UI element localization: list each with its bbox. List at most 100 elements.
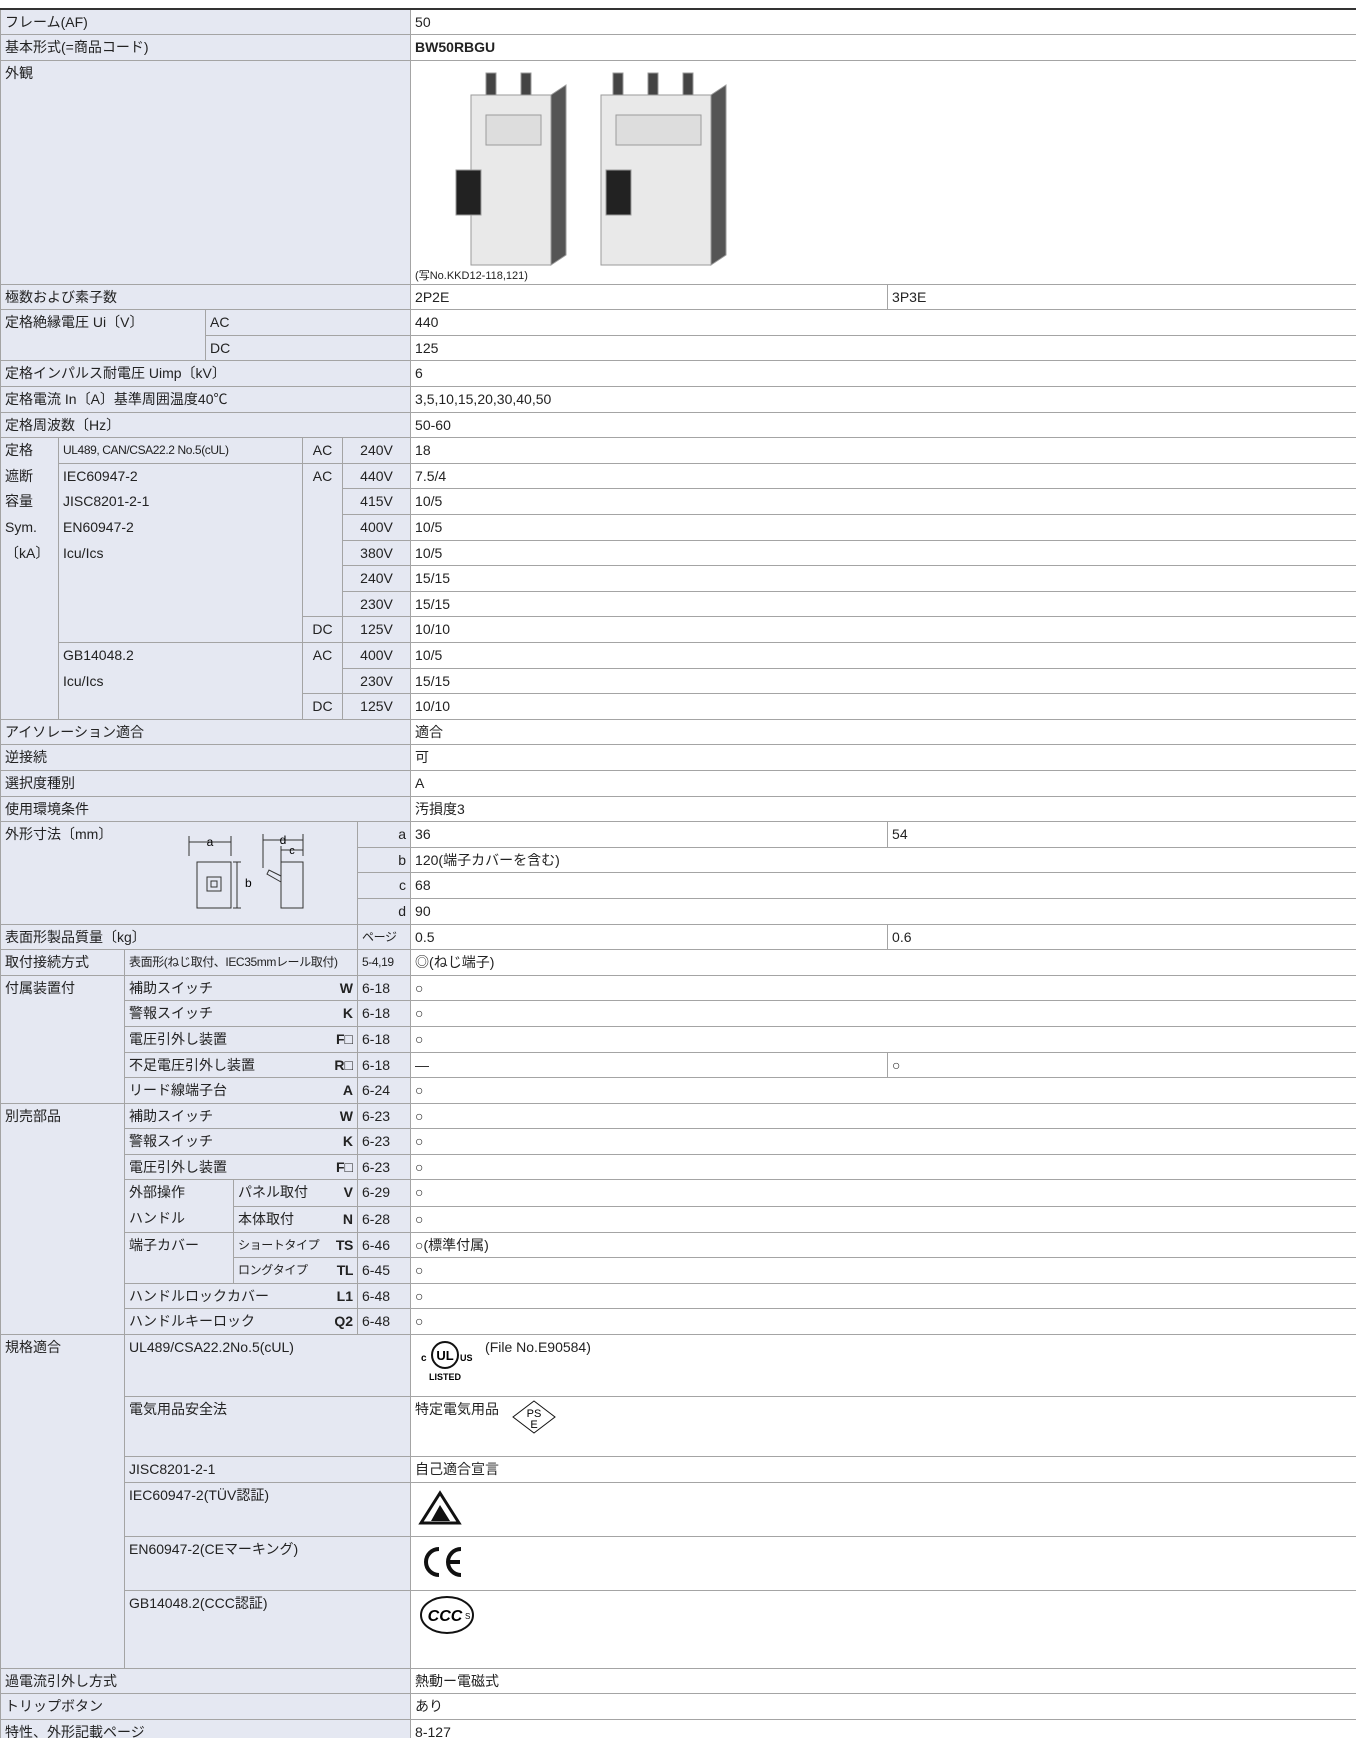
label-cell: 6-18 <box>356 1000 412 1027</box>
pse-row: 特定電気用品 PS E <box>415 1398 1352 1438</box>
label-cell: 400V <box>341 642 412 669</box>
label-cell: 400V <box>341 514 412 541</box>
label-cell: 6-46 <box>356 1231 412 1259</box>
dim-letter: a <box>207 835 214 849</box>
value-cell: 120(端子カバーを含む) <box>410 846 1356 874</box>
label-cell: パネル取付 V <box>233 1179 358 1207</box>
label-cell: 6-23 <box>356 1128 412 1155</box>
table-row: 電圧引外し装置 F□ 6-18 ○ <box>1 1025 1356 1053</box>
item-name: 電圧引外し装置 <box>129 1158 227 1175</box>
table-row: 230V 15/15 <box>1 667 1356 695</box>
value-cell: 可 <box>410 744 1356 771</box>
label-cell: IEC60947-2(TÜV認証) <box>123 1481 412 1537</box>
value-cell: ○ <box>410 1257 1356 1284</box>
text-line: Icu/Ics <box>63 544 104 561</box>
label-cell: 6-18 <box>356 974 412 1002</box>
item-code: N <box>342 1210 353 1227</box>
value-cell: ○ <box>887 1051 1356 1079</box>
label-cell: 逆接続 <box>0 744 412 771</box>
table-row: 電気用品安全法 特定電気用品 PS E <box>1 1396 1356 1458</box>
table-row: リード線端子台 A 6-24 ○ <box>1 1077 1356 1104</box>
body: フレーム(AF) 50 基本形式(=商品コード) BW50RBGU 外観 (写No.… <box>0 8 1356 1738</box>
item-code: W <box>339 979 353 996</box>
label-cell: JISC8201-2-1 <box>123 1456 412 1483</box>
label-cell: 使用環境条件 <box>0 795 412 823</box>
value-cell: ○ <box>410 974 1356 1002</box>
value-cell: ○(標準付属) <box>410 1231 1356 1259</box>
label-cell: 6-18 <box>356 1051 412 1079</box>
table-row: GB14048.2(CCC認証) CCC S <box>1 1589 1356 1669</box>
table-row: EN60947-2(CEマーキング) <box>1 1535 1356 1591</box>
item-code: TL <box>336 1262 354 1279</box>
label-cell: DC <box>204 334 412 362</box>
table-row: 不足電圧引外し装置 R□ 6-18— ○ <box>1 1051 1356 1079</box>
value-cell: 熱動ー電磁式 <box>410 1667 1356 1695</box>
label-cell: 電気用品安全法 <box>123 1396 412 1458</box>
standard-lines: IEC60947-2 JISC8201-2-1 EN60947-2 Icu/Ics <box>58 462 303 644</box>
label-cell: アイソレーション適合 <box>0 718 412 746</box>
table-row: アイソレーション適合 適合 <box>0 718 1356 746</box>
label-cell: フレーム(AF) <box>0 8 412 36</box>
label-cell: 380V <box>341 539 412 567</box>
table-row: ハンドルロックカバー L1 6-48 ○ <box>1 1282 1356 1310</box>
table-row: 240V 15/15 <box>1 565 1356 592</box>
value-cell: 10/5 <box>410 642 1356 669</box>
table-row: 外観 (写No.KKD12-118,121) <box>0 59 1356 285</box>
label-cell: ロングタイプ TL <box>233 1257 358 1284</box>
label-cell: 230V <box>341 667 412 695</box>
label-cell: DC <box>302 693 343 720</box>
label-cell: 付属装置付 <box>0 974 125 1104</box>
value-cell: 440 <box>410 309 1356 336</box>
item-code: K <box>342 1133 353 1150</box>
value-cell: 0.6 <box>887 923 1356 951</box>
label-cell: AC <box>302 437 343 464</box>
label-cell: 外観 <box>0 59 412 285</box>
value-cell: 15/15 <box>410 667 1356 695</box>
item-code: R□ <box>334 1056 353 1073</box>
ce-logo <box>424 1546 462 1577</box>
label-cell: 6-28 <box>356 1205 412 1233</box>
item-code: K <box>342 1005 353 1022</box>
label-cell: 選択度種別 <box>0 769 412 797</box>
dim-letter: c <box>289 845 295 857</box>
table-row: トリップボタン あり <box>0 1693 1356 1720</box>
table-row: 使用環境条件 汚損度3 <box>0 795 1356 823</box>
table-row: ハンドルキーロック Q2 6-48 ○ <box>1 1308 1356 1336</box>
logo-text: CCC <box>428 1608 463 1625</box>
table-row: 基本形式(=商品コード) BW50RBGU <box>0 34 1356 61</box>
label-cell: 6-23 <box>356 1153 412 1181</box>
text-line: 〔kA〕 <box>5 544 50 561</box>
label-cell: 定格電流 In〔A〕基準周囲温度40℃ <box>0 386 412 413</box>
value-cell: 0.5 <box>410 923 889 951</box>
logo-text: E <box>530 1419 537 1431</box>
text-line: Icu/Ics <box>63 672 104 689</box>
label-cell: 表面形製品質量〔kg〕 <box>0 923 358 951</box>
value-cell: 3P3E <box>887 283 1356 311</box>
item-name: ハンドルキーロック <box>129 1313 255 1330</box>
table-row: 取付接続方式 表面形(ねじ取付、IEC35mmレール取付) 5-4,19 ◎(ねじ端子… <box>0 949 1356 976</box>
value-cell: 6 <box>410 360 1356 388</box>
value-cell: ○ <box>410 1179 1356 1207</box>
dim-letter: b <box>245 876 252 890</box>
value-cell: 10/10 <box>410 693 1356 720</box>
value-cell: ○ <box>410 1205 1356 1233</box>
dimension-label-cell: 外形寸法〔mm〕 a b c d <box>0 821 358 925</box>
item-name: ロングタイプ <box>238 1263 308 1278</box>
value-cell: 36 <box>410 821 889 848</box>
label-cell: 基本形式(=商品コード) <box>0 34 412 61</box>
value-cell: 54 <box>887 821 1356 848</box>
value-cell: 90 <box>410 897 1356 925</box>
table-row: 415V 10/5 <box>1 488 1356 516</box>
item-name: 警報スイッチ <box>129 1133 213 1150</box>
item-code: W <box>339 1107 353 1124</box>
table-row: 警報スイッチ K 6-23 ○ <box>1 1128 1356 1155</box>
text-line: 遮断 <box>5 467 33 484</box>
value-cell: ○ <box>410 1077 1356 1104</box>
label-cell: AC <box>302 641 343 695</box>
label-cell: 6-29 <box>356 1179 412 1207</box>
dimension-figure: a b c d <box>188 833 304 909</box>
table-row: 別売部品 補助スイッチ W 6-23 ○ <box>0 1102 1356 1336</box>
value-cell: 自己適合宣言 <box>410 1456 1356 1483</box>
table-row: 230V 15/15 <box>1 590 1356 618</box>
table-row: 規格適合 UL489/CSA22.2No.5(cUL) c UL US LISTE… <box>0 1334 1356 1669</box>
